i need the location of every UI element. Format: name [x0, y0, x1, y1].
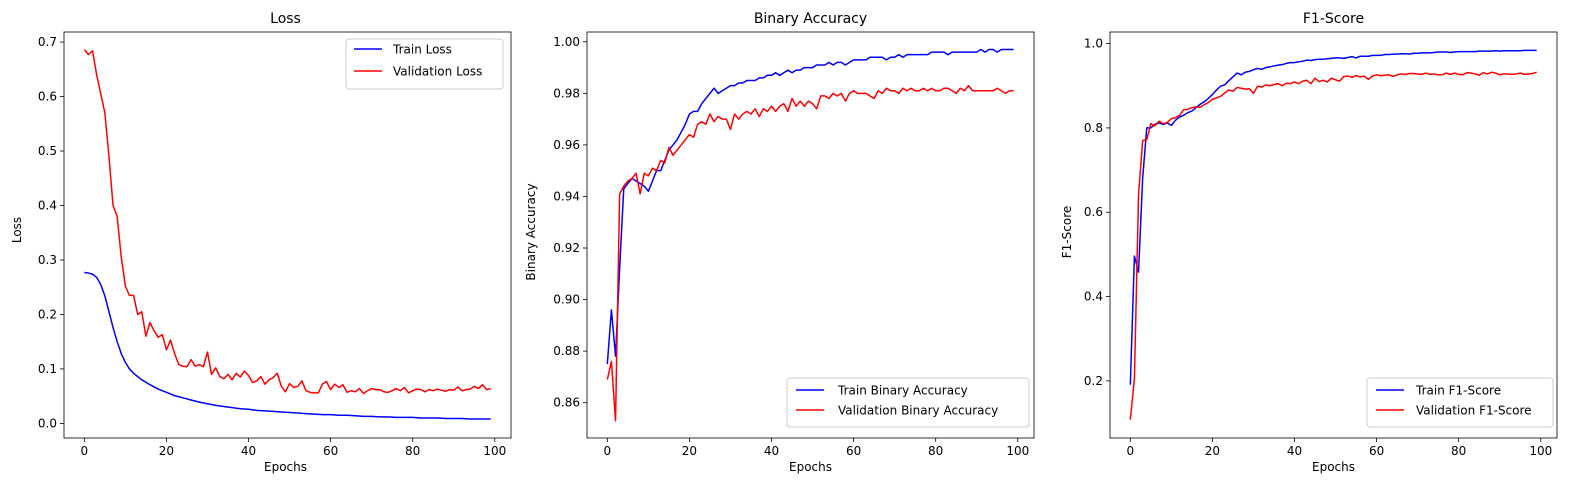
loss-y-tick-label: 0.0 — [38, 416, 57, 430]
loss-y-tick-label: 0.1 — [38, 362, 57, 376]
loss-x-tick-label: 40 — [241, 444, 256, 458]
binary-accuracy-panel: Binary Accuracy 0 20 40 60 80 100 0.86 0.88 0.90… — [524, 11, 1035, 474]
binary-accuracy-y-tick-label: 0.88 — [553, 344, 580, 358]
binary-accuracy-x-tick-label: 40 — [764, 444, 779, 458]
loss-y-tick-label: 0.3 — [38, 253, 57, 267]
legend-label-train-loss: Train Loss — [392, 43, 452, 57]
f1-score-plot: 0 20 40 60 80 100 0.2 0.4 0.6 0.8 1.0 — [1084, 31, 1558, 458]
binary-accuracy-y-tick-label: 0.96 — [553, 138, 580, 152]
loss-x-tick-label: 20 — [159, 444, 174, 458]
loss-x-tick-label: 100 — [483, 444, 506, 458]
f1-score-x-tick-label: 80 — [1451, 444, 1466, 458]
loss-plot: 0 20 40 60 80 100 0.0 0.1 0.2 0.3 0.4 0.5 0.6 0.7 — [38, 31, 512, 458]
loss-axes-frame — [63, 31, 512, 439]
legend-box — [345, 38, 504, 90]
loss-x-tick-label: 0 — [80, 444, 88, 458]
binary-accuracy-y-axis-label: Binary Accuracy — [524, 183, 538, 280]
series-line-train-binary-accuracy — [606, 48, 1014, 365]
f1-score-x-axis-label: Epochs — [1312, 460, 1355, 474]
legend-label-train-binary-accuracy: Train Binary Accuracy — [837, 384, 968, 398]
binary-accuracy-axes-frame — [586, 31, 1035, 439]
binary-accuracy-y-tick-label: 1.00 — [553, 35, 580, 49]
f1-score-axes-frame — [1109, 31, 1558, 439]
f1-score-title: F1-Score — [1303, 11, 1364, 27]
legend-box — [1366, 377, 1554, 428]
binary-accuracy-y-tick-label: 0.94 — [553, 189, 580, 203]
f1-score-legend: Train F1-Score Validation F1-Score — [1366, 377, 1554, 428]
binary-accuracy-x-tick-label: 60 — [846, 444, 861, 458]
loss-legend: Train Loss Validation Loss — [345, 38, 504, 90]
series-line-train-f1-score — [1129, 49, 1537, 385]
f1-score-y-tick-label: 1.0 — [1084, 37, 1103, 51]
loss-x-axis-label: Epochs — [264, 460, 307, 474]
binary-accuracy-x-tick-label: 80 — [928, 444, 943, 458]
binary-accuracy-x-tick-label: 0 — [603, 444, 611, 458]
binary-accuracy-x-tick-label: 100 — [1006, 444, 1029, 458]
legend-label-validation-f1-score: Validation F1-Score — [1416, 404, 1532, 418]
loss-x-tick-label: 60 — [323, 444, 338, 458]
loss-y-tick-label: 0.4 — [38, 199, 57, 213]
f1-score-x-tick-label: 60 — [1369, 444, 1384, 458]
legend-box — [786, 377, 1030, 428]
series-line-train-loss — [84, 271, 491, 420]
binary-accuracy-y-tick-label: 0.92 — [553, 241, 580, 255]
binary-accuracy-plot: 0 20 40 60 80 100 0.86 0.88 0.90 0.92 0.94 0.96 0.98… — [553, 31, 1035, 458]
f1-score-y-axis-label: F1-Score — [1060, 206, 1074, 258]
loss-y-tick-label: 0.7 — [38, 35, 57, 49]
legend-label-validation-binary-accuracy: Validation Binary Accuracy — [838, 404, 998, 418]
loss-y-axis-label: Loss — [10, 217, 24, 243]
series-line-validation-loss — [83, 49, 491, 395]
loss-y-tick-label: 0.6 — [38, 90, 57, 104]
binary-accuracy-legend: Train Binary Accuracy Validation Binary … — [786, 377, 1030, 428]
f1-score-x-tick-label: 40 — [1287, 444, 1302, 458]
binary-accuracy-y-tick-label: 0.98 — [553, 86, 580, 100]
binary-accuracy-x-axis-label: Epochs — [789, 460, 832, 474]
legend-label-validation-loss: Validation Loss — [393, 65, 482, 79]
f1-score-y-tick-label: 0.8 — [1084, 121, 1103, 135]
binary-accuracy-x-tick-label: 20 — [682, 444, 697, 458]
f1-score-x-tick-label: 20 — [1205, 444, 1220, 458]
f1-score-x-tick-label: 0 — [1126, 444, 1134, 458]
binary-accuracy-y-tick-label: 0.90 — [553, 293, 580, 307]
f1-score-y-tick-label: 0.2 — [1084, 374, 1103, 388]
loss-x-tick-label: 80 — [405, 444, 420, 458]
f1-score-x-tick-label: 100 — [1529, 444, 1552, 458]
f1-score-panel: F1-Score 0 20 40 60 80 100 0.2 0.4 0.6 0.8 1.0 Epo… — [1060, 11, 1558, 474]
f1-score-y-tick-label: 0.4 — [1084, 290, 1103, 304]
legend-label-train-f1-score: Train F1-Score — [1415, 384, 1501, 398]
binary-accuracy-y-tick-label: 0.86 — [553, 396, 580, 410]
series-line-validation-f1-score — [1129, 71, 1537, 420]
loss-y-tick-label: 0.2 — [38, 307, 57, 321]
loss-title: Loss — [270, 11, 301, 27]
f1-score-y-tick-label: 0.6 — [1084, 205, 1103, 219]
loss-panel: Loss 0 20 40 60 80 100 0.0 0.1 0.2 0.3 0.4 0.5 0.6 0.… — [10, 11, 512, 474]
series-line-validation-binary-accuracy — [606, 84, 1014, 422]
loss-y-tick-label: 0.5 — [38, 144, 57, 158]
binary-accuracy-title: Binary Accuracy — [754, 11, 867, 27]
